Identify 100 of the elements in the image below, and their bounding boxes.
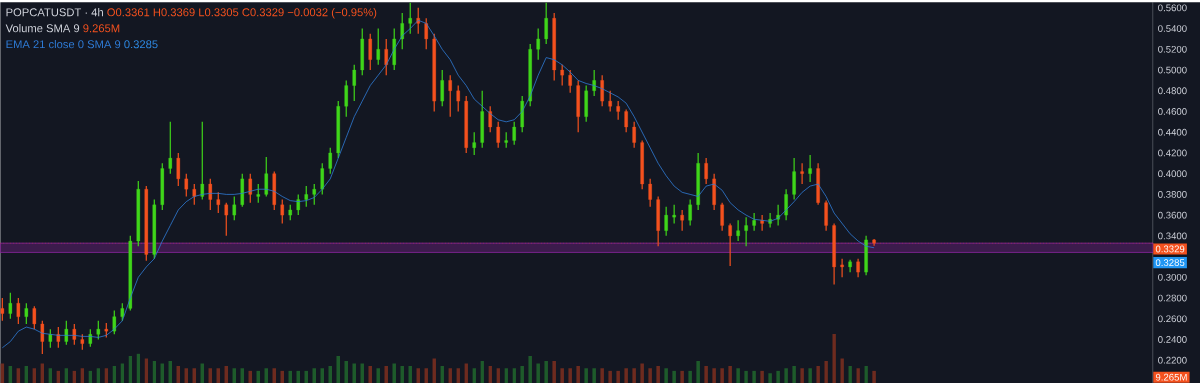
candlestick	[264, 156, 268, 197]
text: 0.3285	[1155, 259, 1185, 266]
candlestick	[168, 121, 173, 175]
candlestick	[232, 195, 237, 221]
candlestick	[568, 69, 572, 94]
candlestick	[216, 191, 221, 214]
candlestick	[496, 121, 500, 149]
bar	[560, 368, 564, 383]
y-tick-label: 0.4000	[1158, 170, 1187, 177]
y-tick-label: 0.2800	[1158, 294, 1187, 302]
candlestick	[792, 157, 796, 201]
y-tick-label: 0.3400	[1158, 232, 1187, 240]
candlestick	[624, 108, 628, 133]
y-tick-label: 0.4800	[1158, 87, 1187, 94]
chart-title: Volume SMA 9	[5, 23, 80, 33]
candlestick	[672, 204, 676, 224]
bar	[272, 368, 277, 383]
text: 9.265M	[1155, 373, 1187, 381]
candlestick	[760, 214, 764, 232]
candlestick	[184, 172, 189, 197]
candlestick	[0, 297, 5, 322]
bar	[288, 370, 293, 383]
candlestick	[256, 183, 260, 204]
candlestick	[192, 183, 197, 206]
bar	[312, 368, 317, 383]
candlestick	[400, 12, 404, 50]
bar	[592, 368, 596, 383]
candlestick	[608, 90, 612, 112]
y-tick-label: 0.3800	[1158, 190, 1187, 198]
y-tick-label: 0.2400	[1158, 335, 1187, 343]
candlestick	[680, 209, 684, 232]
bar	[568, 368, 572, 383]
candlestick	[704, 157, 708, 185]
y-tick-label: 0.5000	[1158, 66, 1187, 74]
bar	[632, 368, 636, 383]
bar	[624, 368, 628, 383]
bar	[664, 368, 668, 383]
candlestick	[544, 1, 548, 45]
bar	[328, 365, 333, 383]
candlestick	[488, 105, 492, 133]
bar	[736, 368, 740, 383]
bar	[360, 363, 364, 383]
y-tick-label: 0.2600	[1158, 315, 1187, 323]
bar	[712, 368, 716, 383]
candlestick	[720, 201, 724, 232]
candlestick	[824, 199, 828, 232]
bar	[608, 370, 612, 383]
candlestick	[536, 27, 540, 61]
y-tick-label: 0.2200	[1158, 356, 1187, 364]
candlestick	[784, 188, 788, 221]
candlestick	[800, 162, 804, 185]
candlestick	[224, 201, 229, 237]
bar	[544, 360, 548, 383]
y-tick-label: 0.4600	[1158, 107, 1187, 115]
ref-line-label: 0.3329	[1155, 245, 1185, 253]
bar	[640, 363, 644, 383]
bar	[616, 370, 620, 383]
candlestick	[592, 69, 596, 97]
bar	[656, 365, 660, 383]
chart-subtitle: O0.3361 H0.3369 L0.3305 C0.3329 −0.0032 (−0.95%)	[107, 7, 377, 19]
bar	[336, 355, 340, 383]
candlestick	[56, 326, 61, 349]
bar	[576, 365, 580, 383]
candlestick	[352, 64, 356, 102]
candlestick	[384, 38, 388, 76]
candlestick	[40, 320, 45, 355]
bar	[384, 365, 388, 383]
candlestick	[664, 206, 668, 237]
candlestick	[744, 216, 748, 247]
candlestick	[448, 74, 452, 118]
bar	[376, 368, 380, 383]
candlestick	[368, 33, 372, 71]
candlestick	[200, 121, 205, 201]
bar	[704, 365, 708, 383]
bar	[672, 370, 676, 383]
candlestick	[808, 154, 812, 183]
candlestick	[600, 74, 604, 107]
candlestick	[376, 27, 380, 66]
bar	[352, 363, 356, 383]
candlestick	[472, 131, 476, 156]
candlestick	[736, 219, 740, 242]
candlestick	[840, 257, 844, 278]
candlestick	[328, 147, 332, 175]
candlestick	[176, 152, 181, 187]
bar	[304, 370, 309, 383]
bar	[296, 370, 301, 383]
y-tick-label: 0.5200	[1158, 45, 1187, 53]
candlestick	[344, 79, 348, 118]
bar	[536, 363, 540, 383]
bar	[584, 368, 588, 383]
bar	[368, 365, 372, 383]
bar	[280, 370, 285, 383]
candlestick	[32, 305, 37, 330]
candlestick	[24, 302, 29, 325]
bar	[648, 368, 652, 383]
candlestick	[296, 193, 300, 216]
candlestick	[16, 297, 21, 325]
candlestick	[424, 17, 428, 50]
candlestick	[408, 1, 412, 35]
annotation: 9.265M	[83, 24, 120, 33]
